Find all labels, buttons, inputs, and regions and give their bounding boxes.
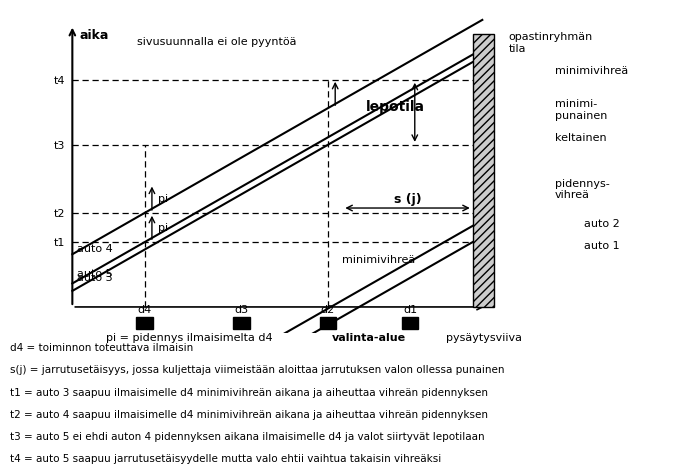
Text: auto 5: auto 5 xyxy=(77,268,113,278)
Bar xyxy=(320,318,336,329)
Bar xyxy=(136,318,153,329)
Text: minimivihreä: minimivihreä xyxy=(555,66,628,76)
Text: t3 = auto 5 ei ehdi auton 4 pidennyksen aikana ilmaisimelle d4 ja valot siirtyvä: t3 = auto 5 ei ehdi auton 4 pidennyksen … xyxy=(10,431,485,441)
Text: pi: pi xyxy=(158,194,168,204)
Text: minimivihreä: minimivihreä xyxy=(342,254,415,264)
Text: pi: pi xyxy=(158,223,168,233)
Bar xyxy=(233,318,249,329)
Text: t4: t4 xyxy=(54,76,65,86)
Text: auto 2: auto 2 xyxy=(584,218,619,228)
Text: s(j) = jarrutusetäisyys, jossa kuljettaja viimeistään aloittaa jarrutuksen valon: s(j) = jarrutusetäisyys, jossa kuljettaj… xyxy=(10,365,505,375)
Text: d2: d2 xyxy=(321,305,335,315)
Text: sivusuunnalla ei ole pyyntöä: sivusuunnalla ei ole pyyntöä xyxy=(137,37,297,47)
Text: auto 4: auto 4 xyxy=(77,243,113,253)
Text: t3: t3 xyxy=(54,140,65,150)
Text: s (j): s (j) xyxy=(393,192,422,205)
Text: pi = pidennys ilmaisimelta d4: pi = pidennys ilmaisimelta d4 xyxy=(106,332,273,342)
Text: auto 3: auto 3 xyxy=(77,272,113,282)
Text: d4: d4 xyxy=(138,305,152,315)
Text: t1: t1 xyxy=(54,238,65,248)
Text: t4 = auto 5 saapuu jarrutusetäisyydelle mutta valo ehtii vaihtua takaisin vihreä: t4 = auto 5 saapuu jarrutusetäisyydelle … xyxy=(10,453,442,463)
Text: pysäytysviiva: pysäytysviiva xyxy=(446,332,522,342)
Text: aika: aika xyxy=(79,29,109,42)
Text: d4 = toiminnon toteuttava ilmaisin: d4 = toiminnon toteuttava ilmaisin xyxy=(10,343,194,353)
Text: valinta-alue: valinta-alue xyxy=(332,332,406,342)
Bar xyxy=(402,318,418,329)
Text: opastinryhmän
tila: opastinryhmän tila xyxy=(508,32,593,54)
Text: t2: t2 xyxy=(54,208,65,218)
Text: d1: d1 xyxy=(403,305,417,315)
Text: t1 = auto 3 saapuu ilmaisimelle d4 minimivihreän aikana ja aiheuttaa vihreän pid: t1 = auto 3 saapuu ilmaisimelle d4 minim… xyxy=(10,387,489,397)
Text: pidennys-
vihreä: pidennys- vihreä xyxy=(555,178,609,200)
Text: auto 1: auto 1 xyxy=(584,241,619,251)
Text: keltainen: keltainen xyxy=(555,132,606,142)
Text: lepotila: lepotila xyxy=(366,99,425,114)
Text: t2 = auto 4 saapuu ilmaisimelle d4 minimivihreän aikana ja aiheuttaa vihreän pid: t2 = auto 4 saapuu ilmaisimelle d4 minim… xyxy=(10,409,489,419)
Text: minimi-
punainen: minimi- punainen xyxy=(555,99,607,120)
Text: d3: d3 xyxy=(234,305,248,315)
Bar xyxy=(473,35,495,307)
